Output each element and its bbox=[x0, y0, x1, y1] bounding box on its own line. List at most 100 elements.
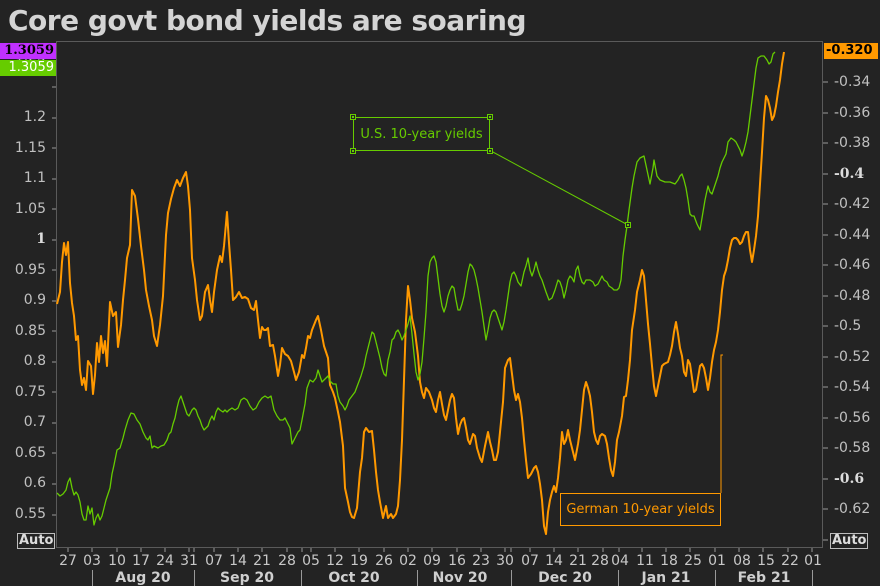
left-tick: 1.05 bbox=[14, 201, 46, 217]
us-10y-line bbox=[56, 51, 776, 526]
left-tick: 1.15 bbox=[14, 140, 46, 156]
left-tick: 1 bbox=[36, 231, 46, 247]
left-tick: 1.1 bbox=[23, 170, 46, 186]
x-tick: 21 bbox=[569, 553, 587, 569]
x-tick: 04 bbox=[611, 553, 629, 569]
annotation-resize-handle[interactable] bbox=[350, 148, 356, 154]
annotation-resize-handle[interactable] bbox=[350, 114, 356, 120]
right-tick: -0.38 bbox=[834, 135, 871, 151]
annotation-resize-handle[interactable] bbox=[487, 148, 493, 154]
x-tick: 09 bbox=[423, 553, 441, 569]
left-tick: 0.95 bbox=[14, 262, 46, 278]
left-tick: 0.75 bbox=[14, 384, 46, 400]
month-separator bbox=[301, 570, 302, 586]
chart-title: Core govt bond yields are soaring bbox=[8, 4, 527, 37]
x-tick: 11 bbox=[636, 553, 654, 569]
right-axis-tick-marks bbox=[823, 81, 828, 541]
german-annotation-label: German 10-year yields bbox=[566, 502, 715, 517]
left-tick: 0.6 bbox=[23, 475, 46, 491]
x-tick: 18 bbox=[660, 553, 678, 569]
month-label: Oct 20 bbox=[328, 570, 380, 586]
german-10y-line bbox=[56, 51, 785, 535]
x-tick: 08 bbox=[733, 553, 751, 569]
last-value-badge-german: -0.320 bbox=[824, 43, 878, 59]
right-axis-auto-button[interactable]: Auto bbox=[830, 533, 869, 549]
last-value-badge-purple: 1.3059 bbox=[0, 43, 56, 59]
left-axis-auto-button[interactable]: Auto bbox=[17, 533, 56, 549]
last-value-badge-us: 1.3059 bbox=[0, 60, 56, 76]
x-tick: 31 bbox=[180, 553, 198, 569]
right-tick: -0.48 bbox=[834, 288, 871, 304]
month-separator bbox=[194, 570, 195, 586]
month-separator bbox=[715, 570, 716, 586]
left-tick: 0.85 bbox=[14, 323, 46, 339]
x-tick: 27 bbox=[59, 553, 77, 569]
x-tick: 24 bbox=[156, 553, 174, 569]
x-tick: 07 bbox=[205, 553, 223, 569]
x-tick: 26 bbox=[375, 553, 393, 569]
month-label: Sep 20 bbox=[220, 570, 274, 586]
month-label: Aug 20 bbox=[115, 570, 171, 586]
left-tick: 0.9 bbox=[23, 292, 46, 308]
month-label: Feb 21 bbox=[737, 570, 791, 586]
us-annotation-leader bbox=[490, 150, 629, 226]
x-tick: 12 bbox=[326, 553, 344, 569]
x-tick: 01 bbox=[708, 553, 726, 569]
month-label: Dec 20 bbox=[538, 570, 592, 586]
x-tick: 21 bbox=[253, 553, 271, 569]
month-separator bbox=[92, 570, 93, 586]
month-label: Jan 21 bbox=[641, 570, 691, 586]
x-tick: 05 bbox=[302, 553, 320, 569]
x-tick: 17 bbox=[132, 553, 150, 569]
right-tick: -0.54 bbox=[834, 379, 871, 395]
x-tick: 28 bbox=[278, 553, 296, 569]
right-tick: -0.52 bbox=[834, 349, 871, 365]
left-tick: 1.2 bbox=[23, 109, 46, 125]
x-tick: 01 bbox=[804, 553, 822, 569]
right-tick: -0.42 bbox=[834, 196, 871, 212]
x-tick: 07 bbox=[521, 553, 539, 569]
month-label: Nov 20 bbox=[432, 570, 488, 586]
annotation-anchor-handle[interactable] bbox=[625, 222, 631, 228]
x-tick: 25 bbox=[684, 553, 702, 569]
plot-area[interactable] bbox=[56, 41, 823, 548]
left-tick: 0.7 bbox=[23, 414, 46, 430]
right-tick: -0.34 bbox=[834, 74, 871, 90]
x-tick: 23 bbox=[472, 553, 490, 569]
x-tick: 15 bbox=[757, 553, 775, 569]
x-tick: 14 bbox=[545, 553, 563, 569]
right-tick: -0.56 bbox=[834, 410, 871, 426]
right-tick: -0.44 bbox=[834, 227, 871, 243]
us-annotation-label: U.S. 10-year yields bbox=[360, 126, 483, 142]
month-separator bbox=[812, 570, 813, 586]
x-axis-tick-marks bbox=[67, 548, 813, 552]
right-tick: -0.46 bbox=[834, 257, 871, 273]
right-tick: -0.6 bbox=[834, 471, 865, 487]
x-tick: 03 bbox=[83, 553, 101, 569]
month-separator bbox=[417, 570, 418, 586]
x-tick: 10 bbox=[108, 553, 126, 569]
x-tick: 19 bbox=[350, 553, 368, 569]
x-tick: 30 bbox=[496, 553, 514, 569]
x-tick: 28 bbox=[591, 553, 609, 569]
us-series-annotation[interactable]: U.S. 10-year yields bbox=[353, 117, 490, 151]
left-tick: 0.55 bbox=[14, 506, 46, 522]
right-tick: -0.58 bbox=[834, 440, 871, 456]
german-series-annotation[interactable]: German 10-year yields bbox=[560, 493, 721, 526]
month-separator bbox=[618, 570, 619, 586]
x-tick: 02 bbox=[399, 553, 417, 569]
x-tick: 22 bbox=[781, 553, 799, 569]
annotation-resize-handle[interactable] bbox=[487, 114, 493, 120]
left-tick: 0.65 bbox=[14, 445, 46, 461]
right-tick: -0.62 bbox=[834, 501, 871, 517]
german-annotation-leader bbox=[720, 354, 723, 493]
left-axis-tick-marks bbox=[52, 56, 56, 516]
month-separator bbox=[511, 570, 512, 586]
left-tick: 0.8 bbox=[23, 353, 46, 369]
x-tick: 16 bbox=[448, 553, 466, 569]
x-tick: 14 bbox=[229, 553, 247, 569]
right-tick: -0.5 bbox=[834, 318, 862, 334]
right-tick: -0.36 bbox=[834, 105, 871, 121]
right-tick: -0.4 bbox=[834, 166, 865, 182]
